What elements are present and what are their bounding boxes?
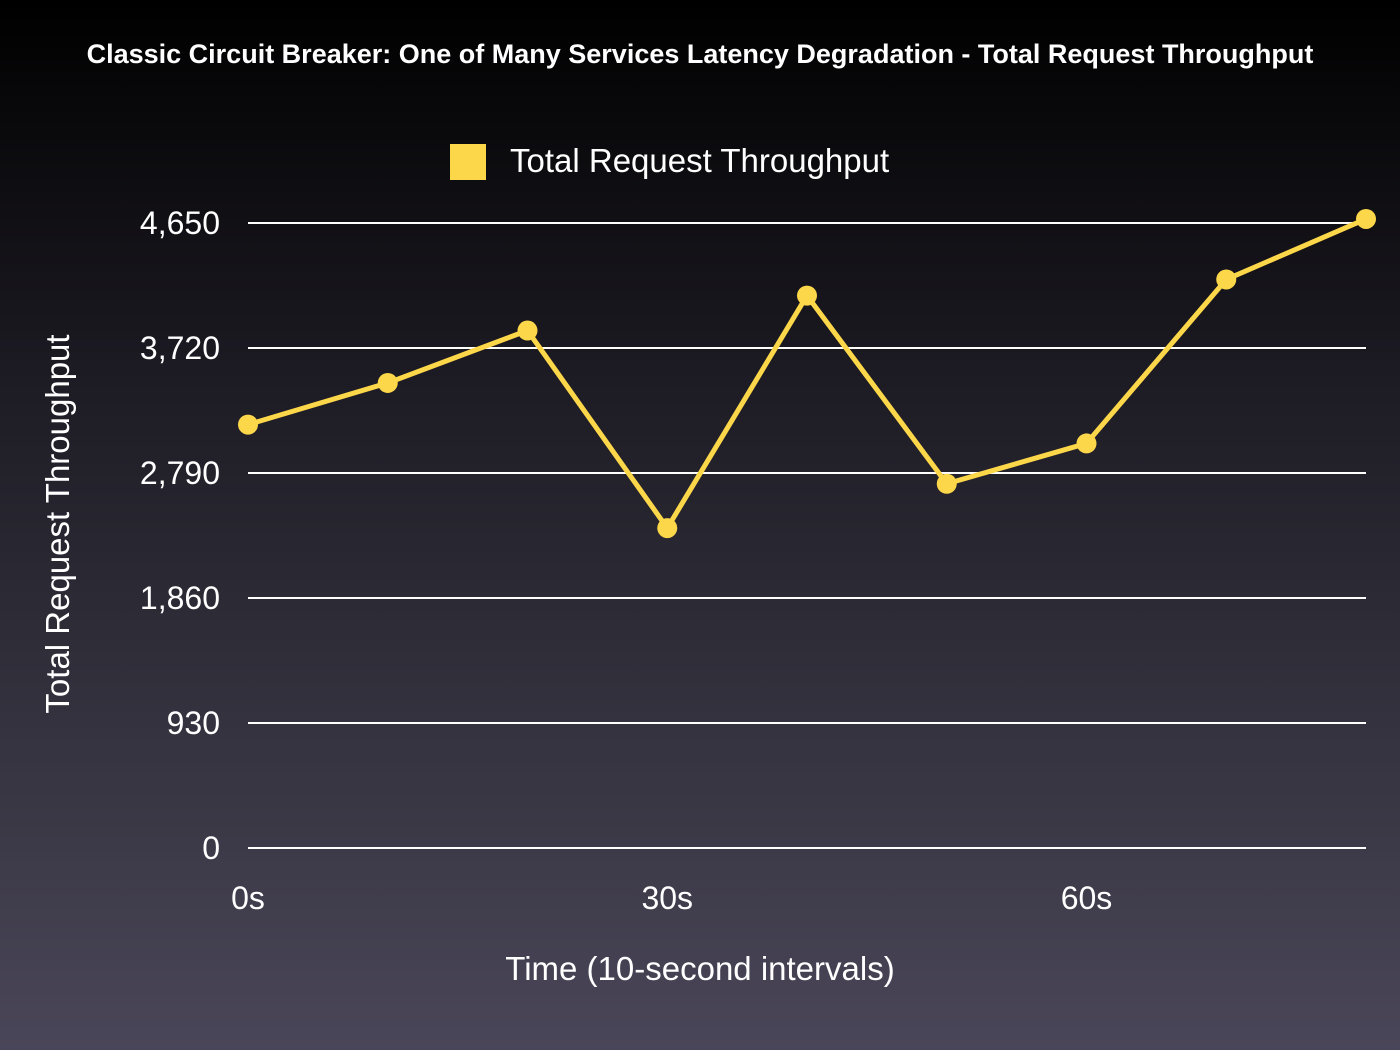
x-tick-label: 0s (231, 880, 265, 916)
x-axis-ticks: 0s 30s 60s (231, 880, 1112, 916)
data-point (1076, 433, 1097, 454)
data-point (797, 285, 817, 306)
legend-swatch (450, 144, 486, 180)
legend-label: Total Request Throughput (510, 142, 889, 179)
y-tick-label: 930 (167, 705, 220, 741)
gridlines (248, 222, 1366, 849)
y-tick-label: 4,650 (140, 205, 220, 241)
y-tick-label: 3,720 (140, 330, 220, 366)
y-axis-ticks: 0 930 1,860 2,790 3,720 4,650 (140, 205, 220, 866)
y-tick-label: 2,790 (140, 455, 220, 491)
data-point (377, 372, 398, 393)
y-axis-label: Total Request Throughput (39, 334, 76, 713)
data-point (517, 320, 538, 341)
x-axis-label: Time (10-second intervals) (505, 950, 894, 987)
x-tick-label: 60s (1061, 880, 1113, 916)
chart-title: Classic Circuit Breaker: One of Many Ser… (87, 39, 1314, 69)
data-point (1216, 269, 1237, 290)
data-point (1356, 208, 1376, 229)
y-tick-label: 0 (202, 830, 220, 866)
data-point (936, 473, 957, 494)
x-tick-label: 30s (641, 880, 693, 916)
series-line (245, 216, 1369, 531)
legend: Total Request Throughput (450, 142, 889, 180)
series-group (238, 208, 1376, 539)
data-point (238, 414, 258, 435)
data-point (657, 518, 678, 539)
y-tick-label: 1,860 (140, 580, 220, 616)
